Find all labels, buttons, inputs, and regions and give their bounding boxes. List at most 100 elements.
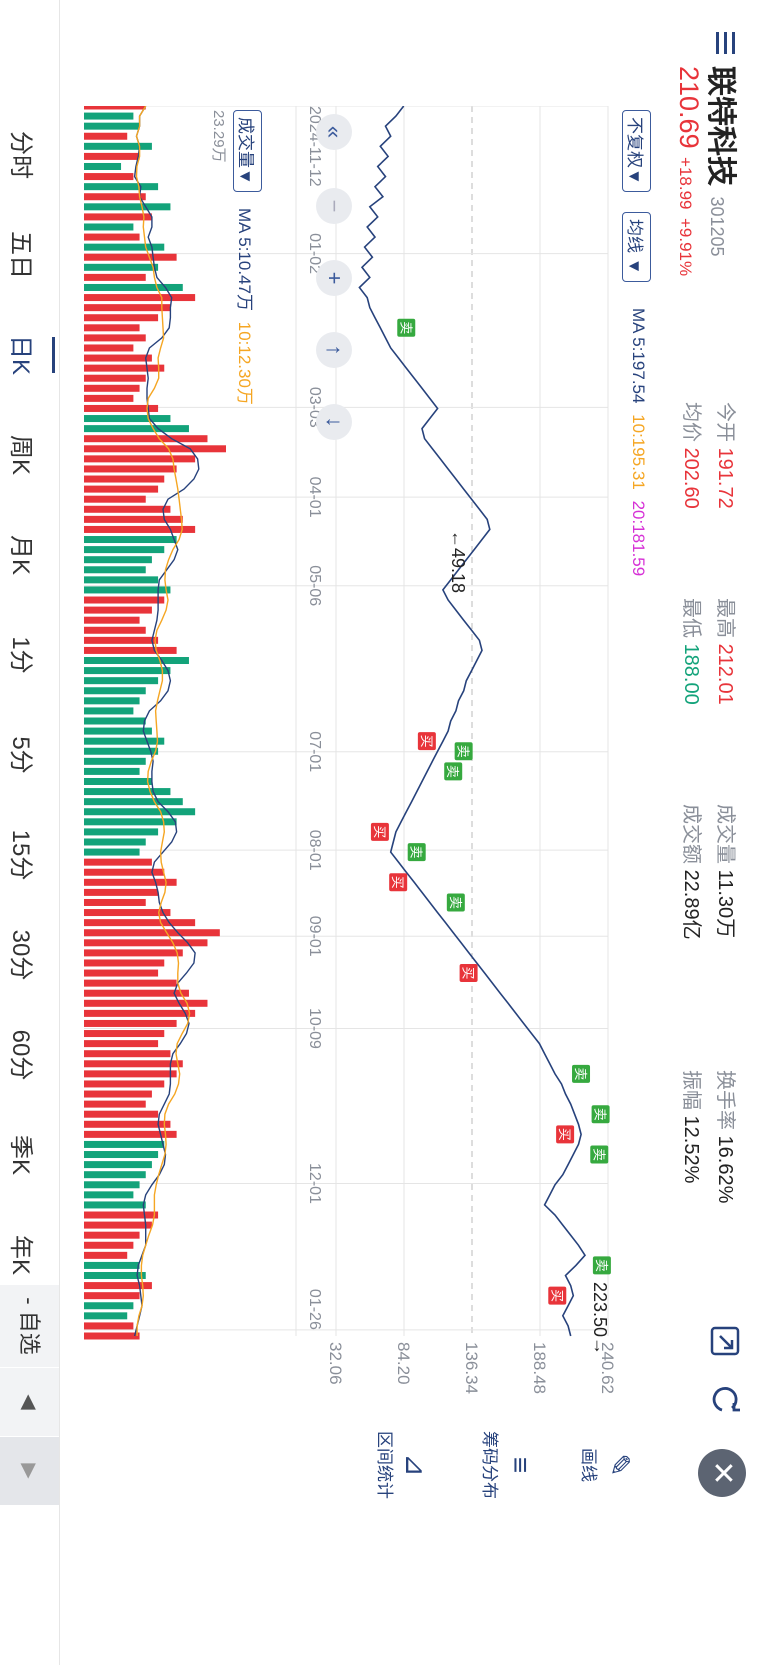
buy-marker: 买 — [548, 1286, 567, 1305]
volume-bar — [84, 106, 146, 110]
sell-marker: 卖 — [591, 1105, 610, 1124]
sell-marker: 卖 — [446, 893, 465, 912]
range-stats-tool[interactable]: ⊿ 区间统计 — [374, 1420, 432, 1510]
volume-bar — [84, 203, 171, 211]
adjust-select[interactable]: 不复权▼ — [622, 110, 651, 192]
volume-bar — [83, 1191, 134, 1199]
tab-15min[interactable]: 15分 — [7, 829, 34, 881]
date-tick-label: 08-01 — [306, 830, 323, 871]
volume-bar — [83, 657, 189, 665]
tab-wuri[interactable]: 五日 — [7, 231, 34, 279]
sell-marker: 卖 — [444, 762, 463, 781]
volume-bar — [83, 1322, 134, 1330]
chip-distribution-tool[interactable]: ≡ 筹码分布 — [479, 1420, 536, 1510]
volume-bar — [83, 132, 128, 140]
volume-bar — [83, 344, 134, 352]
tab-1min[interactable]: 1分 — [7, 636, 34, 674]
range-stats-icon: ⊿ — [400, 1453, 431, 1477]
buy-marker: 买 — [389, 873, 408, 892]
volume-bar — [83, 868, 165, 876]
price-tick-label: 188.48 — [530, 1342, 549, 1394]
volume-bar — [84, 626, 146, 634]
tab-60min[interactable]: 60分 — [7, 1029, 34, 1081]
tab-jik[interactable]: 季K — [7, 1134, 34, 1176]
volume-bar — [84, 536, 177, 544]
volume-bar — [84, 1201, 146, 1209]
volume-bar — [84, 1070, 177, 1078]
volume-ma5-line — [133, 106, 200, 1337]
expand-icon[interactable] — [705, 1326, 740, 1356]
tab-fenshi[interactable]: 分时 — [7, 131, 34, 179]
menu-icon[interactable] — [712, 32, 738, 58]
amount-value: 22.89亿 — [680, 869, 702, 940]
volume-bar — [84, 606, 152, 614]
volume-select[interactable]: 成交量▼ — [233, 110, 262, 192]
date-tick-label: 12-01 — [306, 1163, 323, 1204]
volume-bar — [83, 475, 165, 483]
volume-bar — [84, 465, 177, 473]
volume-bar — [84, 1130, 177, 1138]
volume-bar — [84, 415, 171, 423]
draw-line-tool[interactable]: ✎ 画线 — [578, 1420, 636, 1510]
volume-bar — [83, 1302, 134, 1310]
volume-bar — [83, 183, 159, 191]
price-axis: 240.62 188.48 136.34 84.20 32.06 — [326, 1342, 616, 1394]
amplitude-label: 振幅 — [680, 1070, 702, 1110]
volume-bar — [84, 697, 140, 705]
date-tick-label: 01-02 — [306, 233, 323, 274]
zoom-in-icon[interactable]: + — [316, 260, 352, 296]
low-annotation: ←49.18 — [448, 530, 468, 594]
tab-zhouk[interactable]: 周K — [7, 434, 34, 476]
arrow-up-icon[interactable]: ↑ — [316, 332, 352, 368]
volume-bar — [84, 435, 208, 443]
sell-marker: 卖 — [572, 1064, 591, 1083]
volume-bar — [84, 909, 171, 917]
amplitude-value: 12.52% — [680, 1115, 702, 1184]
tab-30min[interactable]: 30分 — [7, 929, 34, 981]
price-tick-label: 136.34 — [462, 1342, 481, 1394]
volume-bar — [83, 314, 159, 322]
volume-bar — [84, 848, 140, 856]
close-icon[interactable]: ✕ — [698, 1449, 746, 1497]
volume-bar — [84, 1100, 146, 1108]
zoom-out-icon[interactable]: − — [316, 188, 352, 224]
tab-yuek[interactable]: 月K — [7, 534, 34, 576]
volume-bar — [83, 596, 165, 604]
svg-text:买: 买 — [556, 1128, 571, 1141]
turnover-value: 16.62% — [714, 1135, 736, 1204]
high-value: 212.01 — [714, 643, 736, 705]
ma20-label: 20:181.59 — [629, 500, 648, 577]
buy-marker: 买 — [417, 732, 436, 751]
volume-bar — [83, 747, 159, 755]
tab-niank[interactable]: 年K — [7, 1234, 34, 1276]
svg-text:卖: 卖 — [397, 321, 412, 334]
volume-bar — [83, 394, 134, 402]
volume-bar — [84, 495, 146, 503]
volume-bar — [84, 354, 152, 362]
svg-text:卖: 卖 — [592, 1108, 607, 1121]
volume-bar — [84, 979, 177, 987]
volume-bar — [84, 304, 171, 312]
volume-bar — [83, 1312, 128, 1320]
tab-5min[interactable]: 5分 — [7, 736, 34, 774]
volume-bar — [84, 1272, 146, 1280]
volume-bar — [84, 687, 146, 695]
collapse-icon[interactable]: « — [316, 114, 352, 150]
indicator-select[interactable]: 均线 ▼ — [622, 212, 651, 282]
tab-rik[interactable]: 日K — [7, 334, 34, 376]
volume-bar — [83, 1140, 165, 1148]
volume-bar — [84, 1009, 196, 1017]
triangle-down-icon[interactable]: ▶ — [0, 1437, 59, 1505]
refresh-icon[interactable] — [705, 1384, 740, 1414]
sell-marker: 卖 — [593, 1256, 611, 1275]
watchlist-button[interactable]: - 自选 — [0, 1285, 59, 1367]
open-value: 191.72 — [714, 447, 736, 509]
arrow-down-icon[interactable]: ↓ — [316, 404, 352, 440]
buy-marker: 买 — [459, 964, 478, 983]
triangle-up-icon[interactable]: ◀ — [0, 1368, 59, 1436]
tab-bar: 分时 五日 日K 周K 月K 1分 5分 15分 30分 60分 季K 年K -… — [0, 0, 60, 1665]
chip-distribution-label: 筹码分布 — [480, 1431, 499, 1499]
